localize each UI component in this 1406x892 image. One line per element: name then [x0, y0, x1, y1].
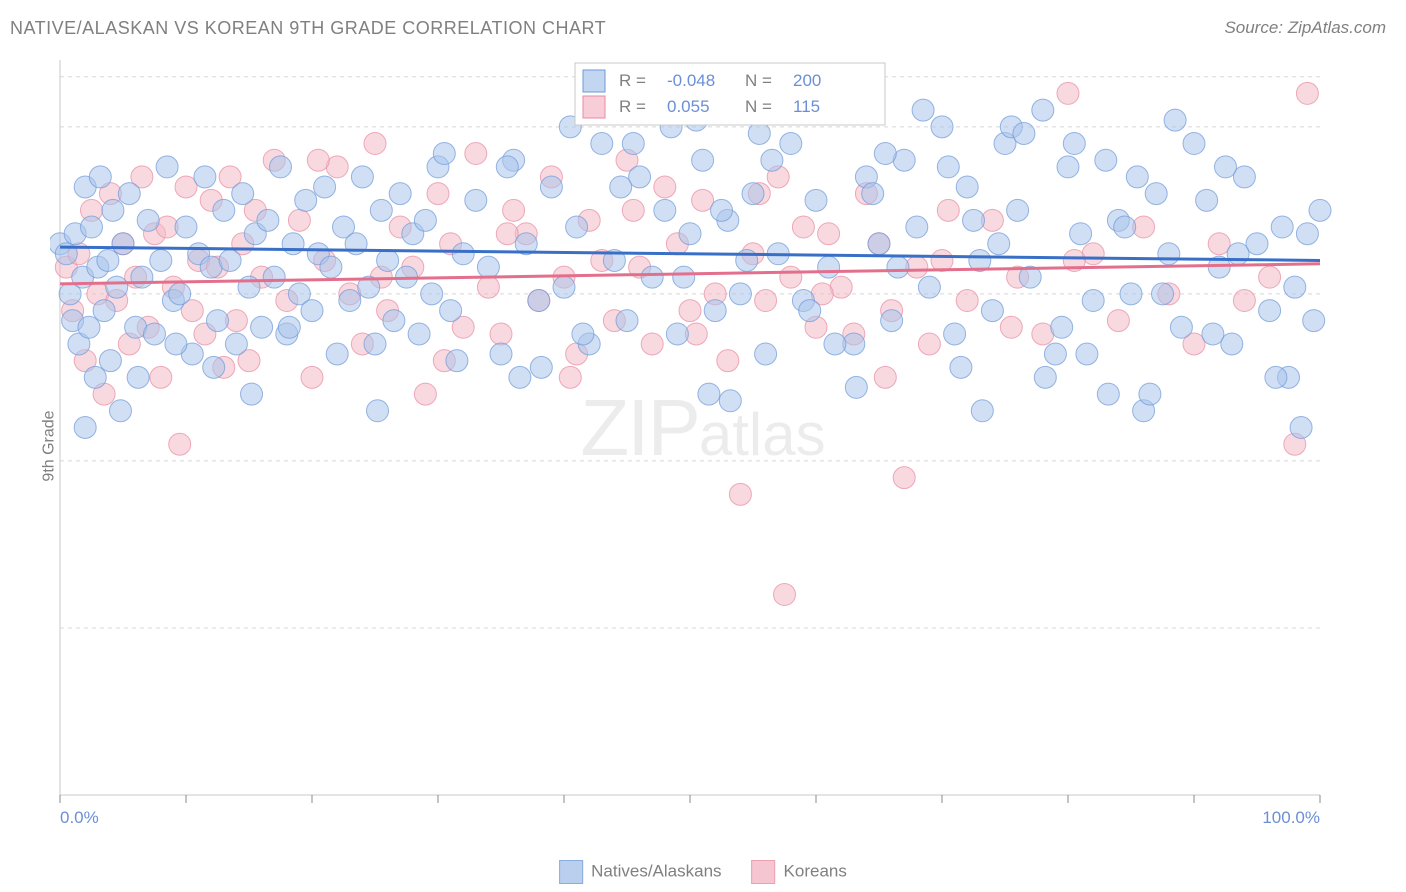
svg-text:0.055: 0.055 — [667, 97, 710, 116]
legend-label-natives: Natives/Alaskans — [591, 861, 721, 880]
chart-title: NATIVE/ALASKAN VS KOREAN 9TH GRADE CORRE… — [10, 18, 606, 39]
svg-text:N =: N = — [745, 71, 772, 90]
svg-text:100.0%: 100.0% — [1262, 808, 1320, 827]
legend-bottom: Natives/Alaskans Koreans — [559, 860, 847, 884]
svg-text:115: 115 — [793, 97, 820, 116]
source-attribution: Source: ZipAtlas.com — [1224, 18, 1386, 38]
svg-text:200: 200 — [793, 71, 821, 90]
source-name: ZipAtlas.com — [1288, 18, 1386, 37]
scatter-plot: 0.0% 100.0% R = -0.048 N = 200 R = 0.055 N = 115 — [50, 55, 1390, 835]
legend-item-natives: Natives/Alaskans — [559, 860, 721, 884]
legend-swatch-koreans — [752, 860, 776, 884]
svg-text:0.0%: 0.0% — [60, 808, 99, 827]
svg-text:-0.048: -0.048 — [667, 71, 715, 90]
svg-text:R =: R = — [619, 71, 646, 90]
legend-swatch-natives — [559, 860, 583, 884]
source-prefix: Source: — [1224, 18, 1287, 37]
svg-text:R =: R = — [619, 97, 646, 116]
svg-text:N =: N = — [745, 97, 772, 116]
legend-item-koreans: Koreans — [752, 860, 847, 884]
chart-container: NATIVE/ALASKAN VS KOREAN 9TH GRADE CORRE… — [0, 0, 1406, 892]
legend-label-koreans: Koreans — [784, 861, 847, 880]
